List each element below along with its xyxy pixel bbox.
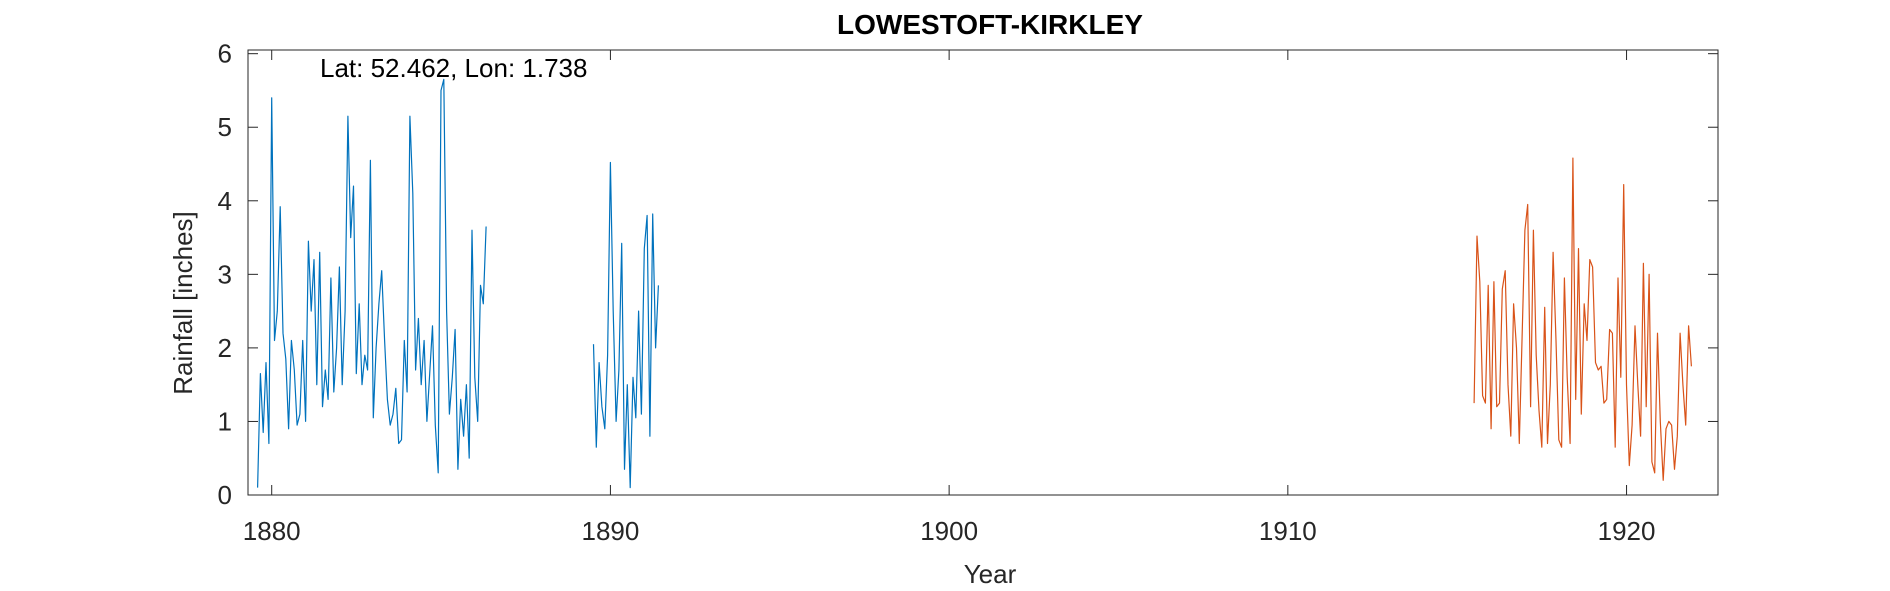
y-tick-label: 2 xyxy=(218,333,232,363)
series-layer xyxy=(257,78,1692,489)
plot-box xyxy=(247,49,1719,496)
series-2-line xyxy=(1473,157,1692,481)
y-tick-label: 6 xyxy=(218,39,232,69)
series-1-line xyxy=(257,78,487,488)
x-tick-label: 1900 xyxy=(920,516,978,546)
x-tick-label: 1910 xyxy=(1259,516,1317,546)
chart-title: LOWESTOFT-KIRKLEY xyxy=(837,9,1143,40)
y-tick-label: 5 xyxy=(218,112,232,142)
y-axis-label: Rainfall [inches] xyxy=(168,211,198,395)
x-tick-label: 1890 xyxy=(581,516,639,546)
y-tick-label: 0 xyxy=(218,480,232,510)
x-tick-label: 1920 xyxy=(1598,516,1656,546)
y-tick-label: 1 xyxy=(218,406,232,436)
series-1-line xyxy=(592,161,659,489)
x-tick-label: 1880 xyxy=(243,516,301,546)
y-tick-label: 3 xyxy=(218,259,232,289)
location-annotation: Lat: 52.462, Lon: 1.738 xyxy=(320,53,587,83)
x-axis-label: Year xyxy=(964,559,1017,589)
plot-area xyxy=(247,49,1719,496)
x-axis: 1880 1890 1900 1910 1920 xyxy=(243,50,1656,546)
y-axis: 0 1 2 3 4 5 6 xyxy=(218,39,1718,510)
y-tick-label: 4 xyxy=(218,186,232,216)
